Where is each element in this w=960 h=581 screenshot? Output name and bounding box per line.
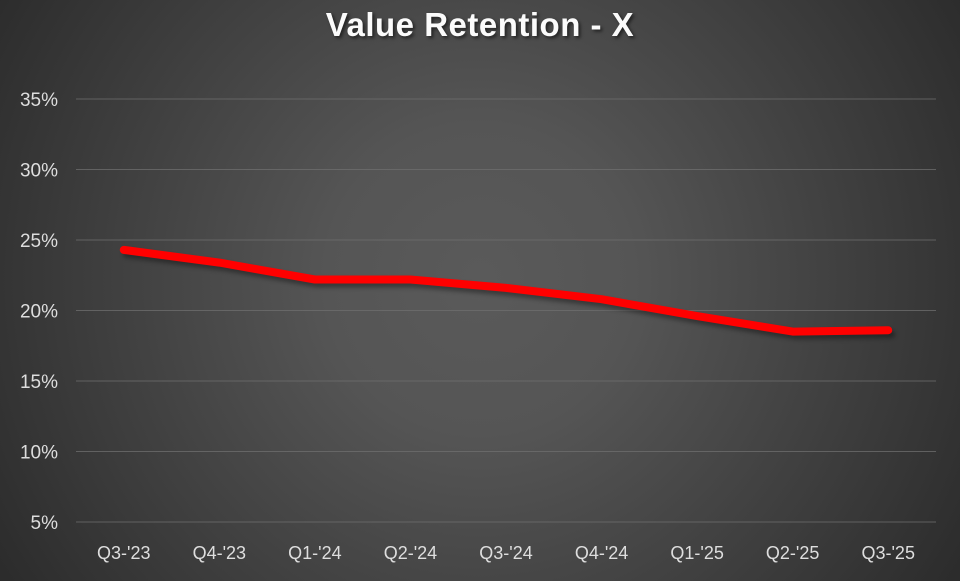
series-line-value-retention [119,245,893,336]
y-axis-tick-label: 15% [20,372,58,393]
x-axis-tick-label: Q4-'24 [575,543,628,563]
x-axis-tick-label: Q1-'24 [288,543,341,563]
y-axis-tick-label: 5% [31,513,59,534]
x-axis-tick-label: Q1-'25 [670,543,723,563]
y-axis-tick-label: 20% [20,302,58,323]
y-axis-tick-label: 35% [20,90,58,111]
x-axis-tick-label: Q4-'23 [193,543,246,563]
x-axis-tick-label: Q3-'23 [97,543,150,563]
chart-title: Value Retention - X [325,6,635,43]
y-axis-tick-label: 10% [20,443,58,464]
x-axis-tick-label: Q3-'24 [479,543,532,563]
y-axis-tick-label: 30% [20,161,58,182]
x-axis-tick-label: Q2-'25 [766,543,819,563]
y-axis-tick-label: 25% [20,231,58,252]
x-axis-tick-label: Q2-'24 [384,543,437,563]
x-axis-tick-label: Q3-'25 [861,543,914,563]
